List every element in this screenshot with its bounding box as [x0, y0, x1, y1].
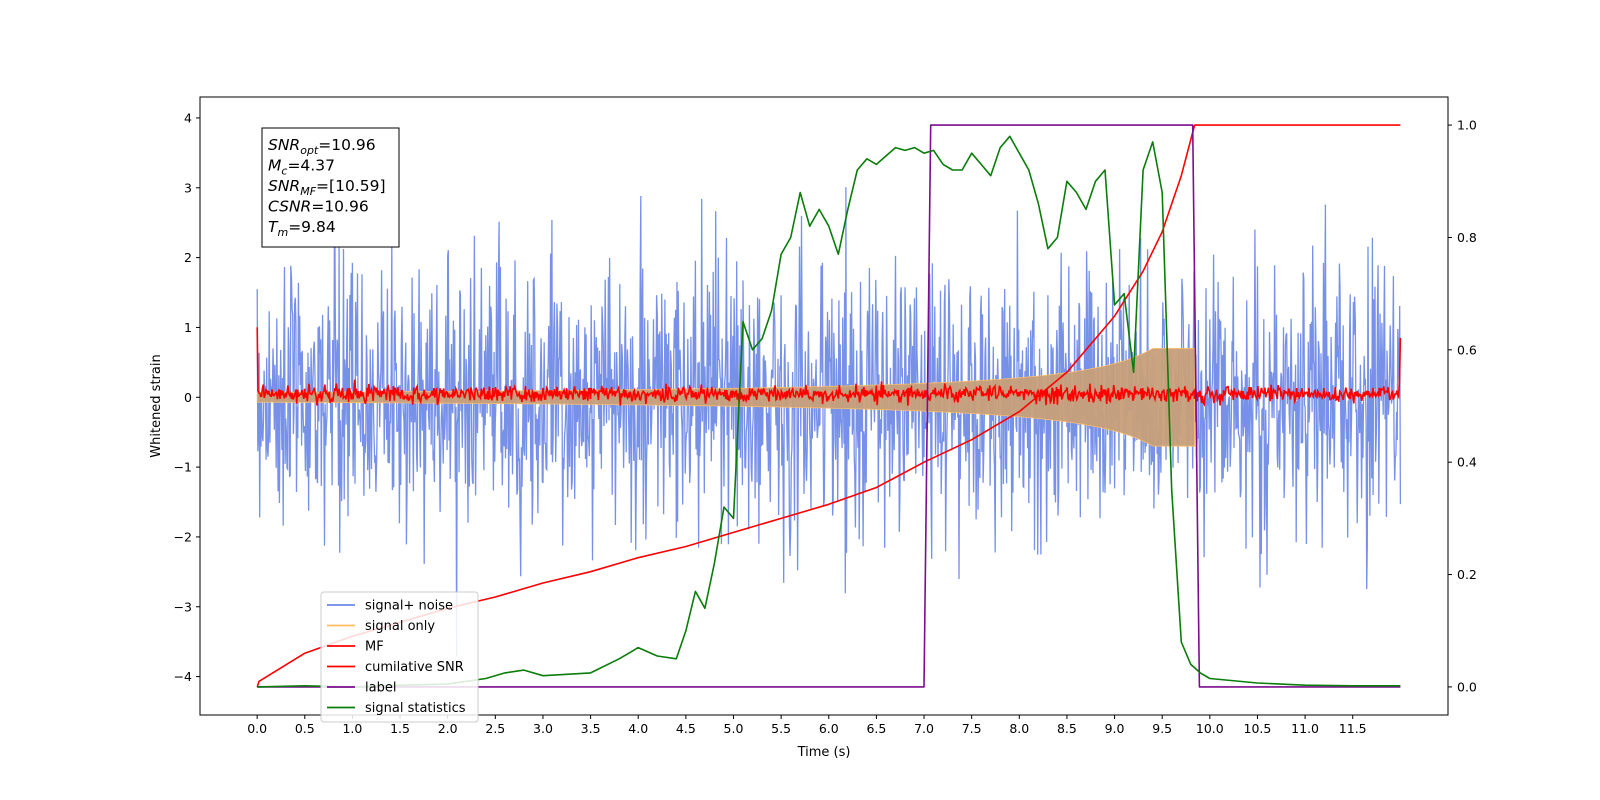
x-tick-label: 7.5: [962, 721, 982, 736]
x-tick-label: 10.5: [1244, 721, 1272, 736]
annotation-line: Tm=9.84: [268, 218, 336, 239]
annotation-frame: [261, 127, 400, 248]
y2-tick-label: 0.6: [1457, 342, 1477, 357]
legend-label: signal+ noise: [365, 599, 453, 614]
y-tick-label: −4: [174, 669, 192, 684]
y-tick-label: 2: [184, 250, 192, 265]
x-tick-label: 3.5: [581, 721, 601, 736]
y2-tick-label: 0.4: [1457, 455, 1477, 470]
x-tick-label: 6.0: [819, 721, 839, 736]
y-axis-right: 0.0 0.2 0.4 0.6 0.8 1.0: [1448, 118, 1477, 694]
x-axis-title: Time (s): [797, 745, 851, 760]
legend-label: signal statistics: [365, 701, 466, 716]
x-tick-label: 8.5: [1057, 721, 1077, 736]
x-tick-label: 4.0: [628, 721, 648, 736]
x-tick-label: 8.0: [1009, 721, 1029, 736]
annotation-line: SNRopt=10.96: [268, 136, 376, 157]
stats-annotation-box: SNRopt=10.96Mc=4.37SNRMF=[10.59]CSNR=10.…: [261, 127, 400, 248]
series-signal-statistics: [257, 135, 1401, 688]
legend-label: signal only: [365, 619, 435, 634]
legend-label: MF: [365, 640, 384, 655]
x-tick-label: 1.0: [342, 721, 362, 736]
x-axis: 0.0 0.5 1.0 1.5 2.0 2.5 3.0 3.5 4.0 4.5 5.0 5.5 6.0 6…: [247, 715, 1367, 736]
series-label: [257, 124, 1401, 688]
axes-frame: [199, 96, 1449, 716]
y-tick-label: 3: [184, 180, 192, 195]
annotation-line: CSNR=10.96: [268, 198, 369, 216]
y2-tick-label: 0.0: [1457, 679, 1477, 694]
y-tick-label: 0: [184, 390, 192, 405]
annotation-line: SNRMF=[10.59]: [268, 177, 386, 198]
y2-tick-label: 0.8: [1457, 230, 1477, 245]
y-axis-title: Whitened strain: [149, 354, 164, 457]
x-tick-label: 2.5: [485, 721, 505, 736]
x-tick-label: 9.5: [1152, 721, 1172, 736]
y-tick-label: 1: [184, 320, 192, 335]
annotation-line: Mc=4.37: [268, 157, 335, 178]
x-tick-label: 3.0: [533, 721, 553, 736]
x-tick-label: 10.0: [1196, 721, 1224, 736]
x-tick-label: 1.5: [390, 721, 410, 736]
y-tick-label: 4: [184, 110, 192, 125]
x-tick-label: 2.0: [438, 721, 458, 736]
y2-tick-label: 1.0: [1457, 118, 1477, 133]
legend-label: label: [365, 681, 396, 696]
legend-frame: [320, 591, 479, 723]
x-tick-label: 9.0: [1105, 721, 1125, 736]
x-tick-label: 5.0: [724, 721, 744, 736]
x-tick-label: 6.5: [866, 721, 886, 736]
x-tick-label: 11.5: [1339, 721, 1367, 736]
series-mf: [256, 327, 1402, 407]
x-tick-label: 0.0: [247, 721, 267, 736]
x-tick-label: 4.5: [676, 721, 696, 736]
y-tick-label: −1: [174, 460, 192, 475]
legend-label: cumilative SNR: [365, 660, 464, 675]
x-tick-label: 7.0: [914, 721, 934, 736]
y-tick-label: −2: [174, 529, 192, 544]
y-axis-left: −4 −3 −2 −1 0 1 2 3 4: [174, 110, 200, 684]
x-tick-label: 0.5: [295, 721, 315, 736]
x-tick-label: 11.0: [1291, 721, 1319, 736]
y-tick-label: −3: [174, 599, 192, 614]
x-tick-label: 5.5: [771, 721, 791, 736]
y2-tick-label: 0.2: [1457, 567, 1477, 582]
legend: signal+ noise signal only MF cumilative SNR…: [320, 591, 479, 723]
